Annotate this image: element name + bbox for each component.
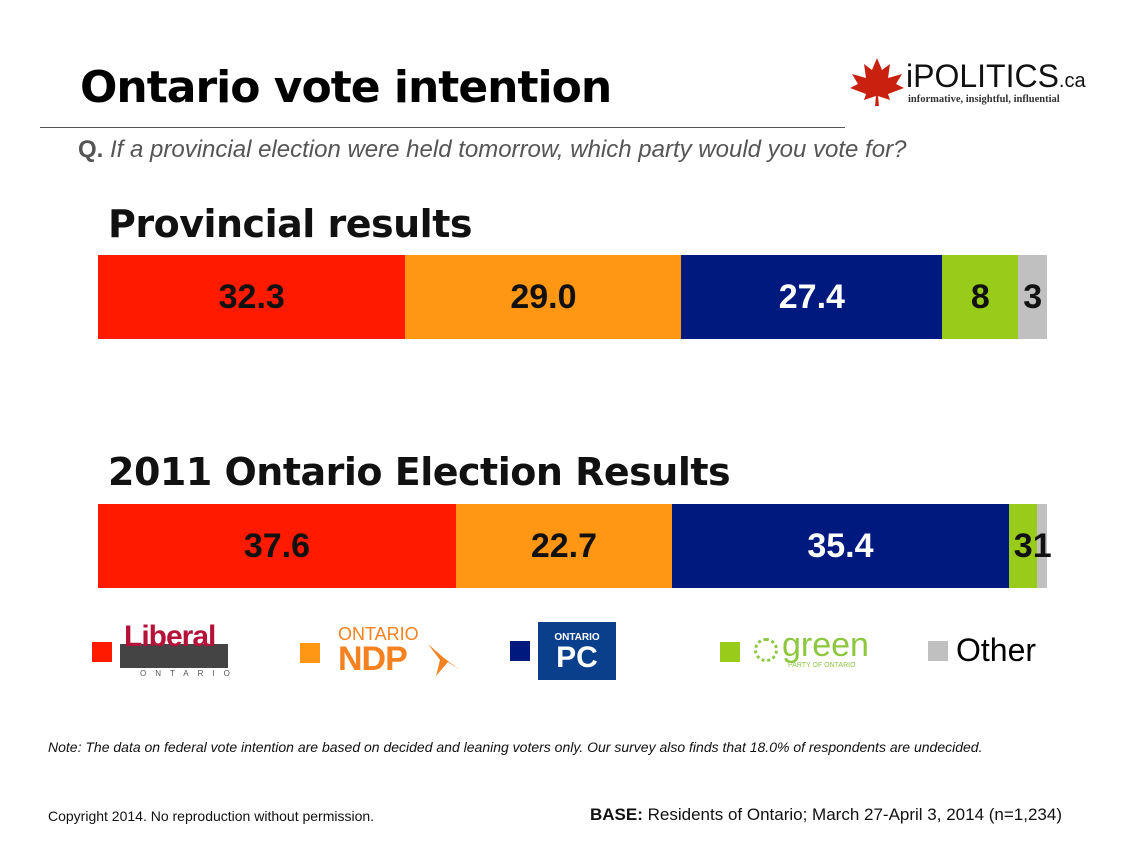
bar-segment-green: 8 [942, 255, 1019, 339]
legend-other-label: Other [956, 632, 1037, 668]
legend-other: Other [928, 632, 1036, 669]
bar-segment-pc: 27.4 [681, 255, 943, 339]
stacked-bar-provincial: 32.3 29.0 27.4 8 3 [98, 255, 1047, 339]
bar-segment-ndp: 29.0 [405, 255, 682, 339]
legend-swatch-other [928, 640, 948, 661]
question-prefix: Q. [78, 136, 104, 163]
base-info: BASE: Residents of Ontario; March 27-Apr… [590, 805, 1062, 824]
question-text: If a provincial election were held tomor… [110, 136, 907, 163]
stacked-bar-2011: 37.6 22.7 35.4 3 1 [98, 504, 1052, 588]
data-label-pc: 35.4 [807, 526, 874, 565]
divider [40, 127, 845, 128]
maple-leaf-icon [850, 58, 904, 106]
legend-swatch-liberal [92, 642, 112, 662]
legend-pc: ONTARIO PC [510, 622, 616, 680]
legend-swatch-pc [510, 641, 530, 661]
bar-segment-other: 1 [1033, 504, 1052, 588]
sunburst-icon [754, 638, 778, 662]
data-label-other: 1 [1032, 526, 1052, 565]
logo-tagline: informative, insightful, influential [908, 94, 1060, 105]
data-label-green: 3 [1013, 526, 1033, 565]
data-label-liberal: 32.3 [218, 277, 285, 316]
bar-segment-liberal: 32.3 [98, 255, 406, 339]
trillium-icon [428, 644, 460, 676]
bar-segment-ndp: 22.7 [455, 504, 672, 588]
logo-name: iPOLITICS [906, 58, 1059, 94]
chart-title-provincial: Provincial results [108, 202, 473, 246]
data-label-other: 3 [1023, 277, 1043, 316]
bar-segment-green: 3 [1008, 504, 1038, 588]
bar-segment-liberal: 37.6 [98, 504, 456, 588]
survey-question: Q. If a provincial election were held to… [78, 136, 906, 164]
ndp-logo: ONTARIO NDP [328, 624, 460, 680]
legend-swatch-ndp [300, 643, 320, 663]
data-label-green: 8 [970, 277, 990, 316]
footnote: Note: The data on federal vote intention… [48, 739, 983, 755]
data-label-liberal: 37.6 [243, 526, 311, 565]
data-label-pc: 27.4 [778, 277, 845, 316]
legend-swatch-green [720, 642, 740, 662]
data-label-ndp: 29.0 [510, 277, 577, 316]
data-label-ndp: 22.7 [530, 526, 598, 565]
legend-liberal: Liberal ONTARIO [92, 620, 230, 680]
copyright: Copyright 2014. No reproduction without … [48, 808, 375, 824]
bar-segment-other: 3 [1018, 255, 1047, 339]
chart-title-2011: 2011 Ontario Election Results [108, 450, 731, 494]
legend-green: green PARTY OF ONTARIO [720, 626, 888, 672]
page-title: Ontario vote intention [80, 62, 612, 113]
legend-ndp: ONTARIO NDP [300, 624, 460, 680]
pc-logo: ONTARIO PC [538, 622, 616, 680]
green-logo: green PARTY OF ONTARIO [748, 626, 888, 672]
liberal-logo: Liberal ONTARIO [120, 620, 230, 680]
bar-segment-pc: 35.4 [671, 504, 1009, 588]
logo-suffix: .ca [1058, 70, 1086, 92]
